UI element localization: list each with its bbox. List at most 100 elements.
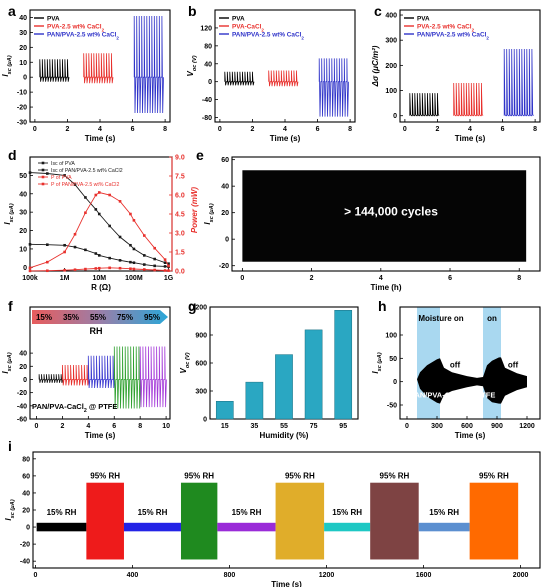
- rh-segment-95: [370, 482, 419, 560]
- segment-label: 15% RH: [232, 508, 262, 517]
- y-tick-label: 20: [19, 364, 27, 371]
- y-tick-label: 40: [19, 351, 27, 358]
- plot-frame: [231, 156, 541, 272]
- y-tick-label: 10: [19, 246, 27, 253]
- y-axis-label: Isc (μA): [1, 55, 13, 76]
- x-tick-label: 6: [316, 126, 320, 133]
- series-75-rh: [113, 346, 141, 409]
- x-tick-label: 0: [33, 572, 37, 579]
- x-axis-label: Time (s): [455, 134, 486, 143]
- data-point: [129, 267, 132, 271]
- y-tick-label: 120: [200, 25, 212, 32]
- y-tick-label: 40: [221, 184, 229, 191]
- y-axis-label: Isc (μA): [1, 352, 13, 373]
- panel-letter: c: [374, 3, 382, 19]
- data-point: [132, 267, 136, 271]
- x-tick-label: 2000: [513, 572, 529, 579]
- y-tick-label: 20: [22, 508, 30, 515]
- series-pan-pva-2-5-wt-cacl2: [318, 58, 349, 117]
- x-axis-label: Time (s): [455, 431, 486, 440]
- y-tick-label: 20: [221, 210, 229, 217]
- x-tick-label: 1G: [164, 275, 174, 282]
- x-tick-label: 100k: [22, 275, 38, 282]
- y-axis-label: Isc (μA): [3, 203, 15, 224]
- x-tick-label: 6: [501, 126, 505, 133]
- legend-label: PVA-CaCl2: [232, 24, 264, 33]
- y-tick-label: 0: [23, 265, 27, 272]
- y-tick-label: 50: [389, 356, 397, 363]
- data-point: [73, 245, 77, 249]
- legend-label: Isc of PAN/PVA-2.5 wt% CaCl2: [51, 168, 123, 174]
- data-point: [28, 243, 32, 246]
- y-tick-label: -20: [20, 542, 30, 549]
- panel-letter: f: [8, 298, 13, 314]
- rh-arrow: [32, 310, 168, 324]
- rh-step-label: 95%: [144, 313, 160, 322]
- y-axis-label: Isc (μA): [203, 203, 215, 224]
- x-tick-label: 8: [163, 126, 167, 133]
- legend-marker: [41, 161, 45, 165]
- x-tick-label: 2: [250, 126, 254, 133]
- panel-g: 0 300 600 900 1200 15 35 55 75 95 Humidity (%) Voc …: [179, 305, 359, 440]
- y-tick-label: 0: [203, 417, 207, 424]
- segment-label: 15% RH: [332, 508, 362, 517]
- x-tick-label: 1200: [519, 423, 535, 430]
- data-point: [163, 265, 167, 268]
- data-point: [84, 211, 87, 215]
- data-point: [46, 269, 49, 273]
- x-tick-label: 1M: [60, 275, 70, 282]
- data-point: [118, 259, 122, 262]
- rh-label: RH: [90, 326, 103, 336]
- y2-tick-label: 4.5: [175, 212, 185, 219]
- x-tick-label: 4: [379, 275, 383, 282]
- x-tick-label: 35: [251, 423, 259, 430]
- series-95-rh: [139, 346, 167, 408]
- y-axis-label: Isc (μA): [4, 499, 16, 520]
- data-point: [153, 264, 156, 268]
- rh-segment-15: [217, 522, 276, 532]
- cycles-annotation: > 144,000 cycles: [344, 204, 438, 218]
- y-tick-label: 20: [19, 228, 27, 235]
- y-axis-label: Voc (V): [186, 55, 198, 76]
- device-annotation: PAN/PVA-CaCl2 @ PTFE: [410, 391, 495, 403]
- series-pva-cacl2: [268, 70, 299, 87]
- data-point: [167, 264, 170, 268]
- moisture-on-label: Moisture on: [418, 314, 463, 323]
- x-tick-label: 0: [240, 275, 244, 282]
- rh-segment-15: [36, 522, 87, 532]
- series-pva: [224, 71, 255, 86]
- x-tick-label: 100M: [125, 275, 143, 282]
- y-tick-label: 80: [204, 43, 212, 50]
- y2-tick-label: 0.0: [175, 269, 185, 276]
- x-tick-label: 0: [33, 126, 37, 133]
- x-tick-label: 800: [224, 572, 236, 579]
- x-tick-label: 0: [405, 423, 409, 430]
- x-tick-label: 1200: [319, 572, 335, 579]
- panel-letter: i: [8, 438, 12, 454]
- segment-label: 95% RH: [285, 472, 315, 481]
- y-tick-label: 40: [19, 15, 27, 22]
- y-tick-label: 400: [385, 13, 397, 20]
- y2-tick-label: 1.5: [175, 250, 185, 257]
- y-tick-label: 40: [19, 191, 27, 198]
- legend-label: PVA-2.5 wt% CaCl2: [47, 24, 105, 33]
- y-tick-label: -40: [20, 559, 30, 566]
- y-tick-label: 0: [23, 377, 27, 384]
- y-axis-label: Isc (μA): [371, 352, 383, 373]
- x-axis-label: Time (s): [85, 134, 116, 143]
- y-tick-label: -10: [17, 90, 27, 97]
- x-axis-label: Time (s): [85, 431, 116, 440]
- y-tick-label: 0: [225, 237, 229, 244]
- panel-i: 0 400 800 1200 1600 2000 -40 -20 0 20 40 60 80 15% RH…: [4, 451, 541, 587]
- rh-segment-95: [275, 482, 325, 560]
- x-tick-label: 0: [35, 423, 39, 430]
- data-point: [94, 208, 98, 211]
- data-point: [73, 268, 77, 272]
- data-point: [142, 254, 146, 257]
- y2-tick-label: 9.0: [175, 155, 185, 162]
- data-point: [63, 243, 66, 247]
- bar: [215, 401, 234, 420]
